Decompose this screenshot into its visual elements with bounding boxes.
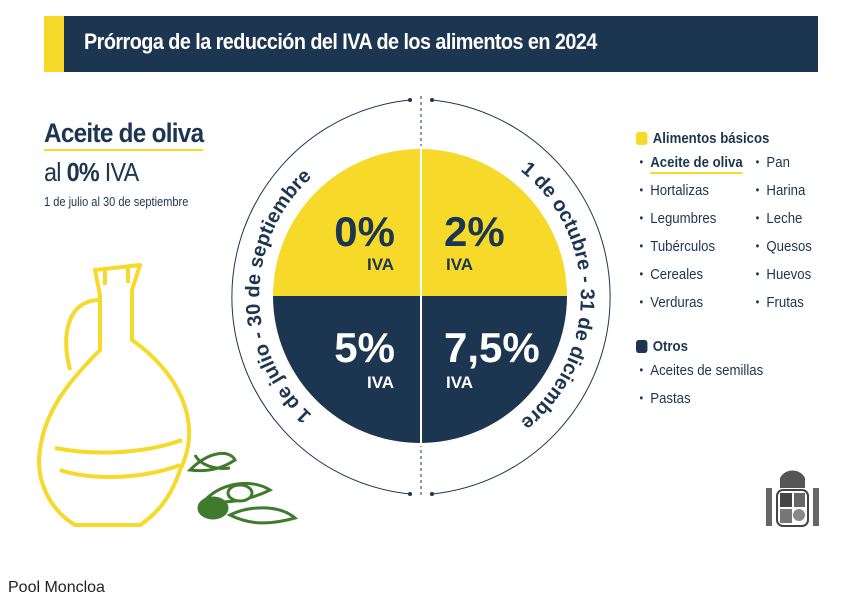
list-item: Harina — [752, 182, 822, 210]
list-item: Aceites de semillas — [636, 362, 823, 390]
list-item: Huevos — [752, 266, 822, 294]
food-legend: Alimentos básicos Aceite de oliva Pan Hort… — [636, 128, 823, 418]
category-label: Alimentos básicos — [652, 129, 770, 147]
list-item: Tubérculos — [636, 238, 752, 266]
rate-prefix: al — [44, 157, 61, 187]
list-item-label: Pan — [766, 154, 790, 171]
list-item-label: Tubérculos — [650, 238, 716, 255]
list-item-label: Huevos — [766, 266, 812, 283]
list-item-label: Hortalizas — [650, 182, 709, 199]
list-item-label: Aceite de oliva — [650, 154, 743, 174]
outer-arc-left — [231, 99, 411, 495]
list-item: Verduras — [636, 294, 752, 322]
list-item: Legumbres — [636, 210, 752, 238]
navy-square-icon — [636, 339, 648, 353]
list-item: Hortalizas — [636, 182, 752, 210]
olive-oil-jug-icon — [37, 263, 192, 527]
category-label: Otros — [652, 337, 688, 355]
rate-q4: 7,5% — [444, 324, 540, 371]
list-item-label: Aceites de semillas — [650, 362, 764, 379]
photo-credit: Pool Moncloa — [8, 579, 105, 596]
list-item: Pan — [752, 154, 822, 182]
iva-q4: IVA — [446, 373, 473, 392]
list-item-label: Harina — [766, 182, 806, 199]
list-item-label: Cereales — [650, 266, 704, 283]
list-item: Pastas — [636, 390, 823, 418]
iva-q3: IVA — [367, 373, 394, 392]
list-item: Aceite de oliva — [636, 154, 752, 182]
rate-q1: 0% — [334, 208, 395, 255]
list-item-label: Verduras — [650, 294, 704, 311]
banner-accent — [44, 16, 64, 72]
title-banner: Prórroga de la reducción del IVA de los … — [44, 16, 818, 72]
highlight-period: 1 de julio al 30 de septiembre — [44, 194, 189, 209]
rate-q2: 2% — [444, 208, 505, 255]
highlight-product: Aceite de oliva — [44, 118, 204, 151]
rate-q3: 5% — [334, 324, 395, 371]
coat-of-arms-logo — [766, 470, 819, 527]
list-item: Leche — [752, 210, 822, 238]
iva-q2: IVA — [446, 255, 473, 274]
legend-category-basic: Alimentos básicos — [636, 128, 823, 148]
yellow-square-icon — [636, 131, 648, 145]
list-item-label: Legumbres — [650, 210, 717, 227]
list-item: Frutas — [752, 294, 822, 322]
list-item-label: Leche — [766, 210, 803, 227]
outer-arc-right — [431, 99, 611, 495]
highlight-rate: al 0% IVA — [44, 157, 203, 188]
highlight-block: Aceite de oliva al 0% IVA 1 de julio al … — [44, 118, 221, 209]
page-title: Prórroga de la reducción del IVA de los … — [84, 29, 597, 54]
olive-branch-icon — [186, 451, 299, 525]
list-item-label: Pastas — [650, 390, 691, 407]
list-item: Cereales — [636, 266, 752, 294]
rate-value: 0% — [66, 157, 100, 187]
iva-q1: IVA — [367, 255, 394, 274]
list-item-label: Frutas — [766, 294, 804, 311]
rate-suffix: IVA — [104, 157, 140, 187]
legend-category-other: Otros — [636, 336, 823, 356]
list-item-label: Quesos — [766, 238, 812, 255]
list-item: Quesos — [752, 238, 822, 266]
